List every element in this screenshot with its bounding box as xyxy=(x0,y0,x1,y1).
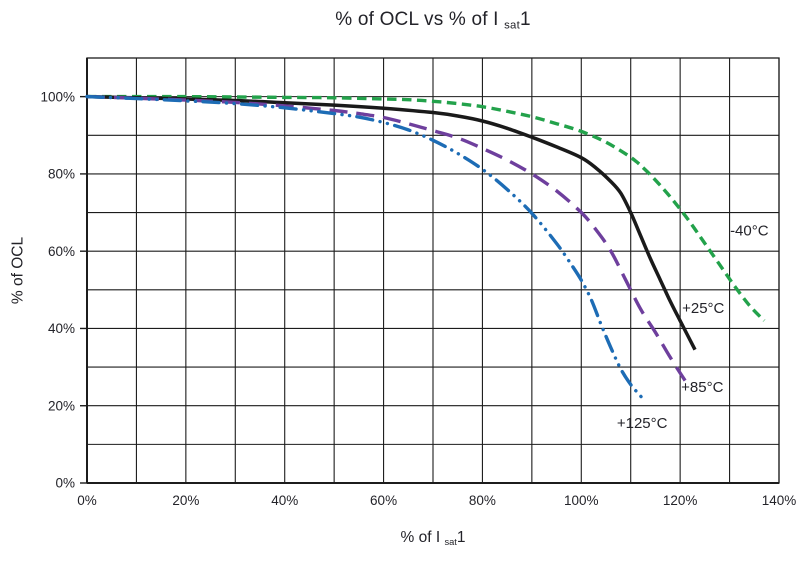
y-tick-label: 0% xyxy=(55,476,75,491)
curve-minus40c xyxy=(86,94,766,322)
y-tick-label: 80% xyxy=(48,167,75,182)
x-tick-label: 20% xyxy=(172,493,199,508)
curve-plus125c xyxy=(85,94,648,404)
chart-title-tail: 1 xyxy=(519,9,531,30)
curve-label-plus85c: +85°C xyxy=(681,379,723,396)
x-tick-label: 40% xyxy=(271,493,298,508)
x-tick-label: 140% xyxy=(762,493,797,508)
x-axis-title-main: % of I xyxy=(400,529,445,546)
x-tick-label: 60% xyxy=(370,493,397,508)
curve-label-plus125c: +125°C xyxy=(617,415,668,432)
y-tick-label: 60% xyxy=(48,244,75,259)
x-axis-title: % of I sat1 xyxy=(87,529,779,547)
x-axis-title-subscript: sat xyxy=(444,536,457,547)
curve-plus25c xyxy=(86,94,697,351)
x-axis-title-tail: 1 xyxy=(456,529,466,546)
y-tick-label: 20% xyxy=(48,398,75,413)
curve-plus85c xyxy=(86,94,687,382)
y-tick-label: 40% xyxy=(48,321,75,336)
chart-title-main: % of OCL vs % of I xyxy=(335,9,505,30)
curve-label-minus40c: -40°C xyxy=(730,223,769,240)
chart-title: % of OCL vs % of I sat1 xyxy=(87,9,779,31)
y-tick-label: 100% xyxy=(40,89,75,104)
chart-title-subscript: sat xyxy=(504,19,520,32)
x-tick-label: 120% xyxy=(663,493,698,508)
x-tick-label: 100% xyxy=(564,493,599,508)
curve-label-plus25c: +25°C xyxy=(682,300,724,317)
x-tick-label: 0% xyxy=(77,493,97,508)
x-tick-label: 80% xyxy=(469,493,496,508)
